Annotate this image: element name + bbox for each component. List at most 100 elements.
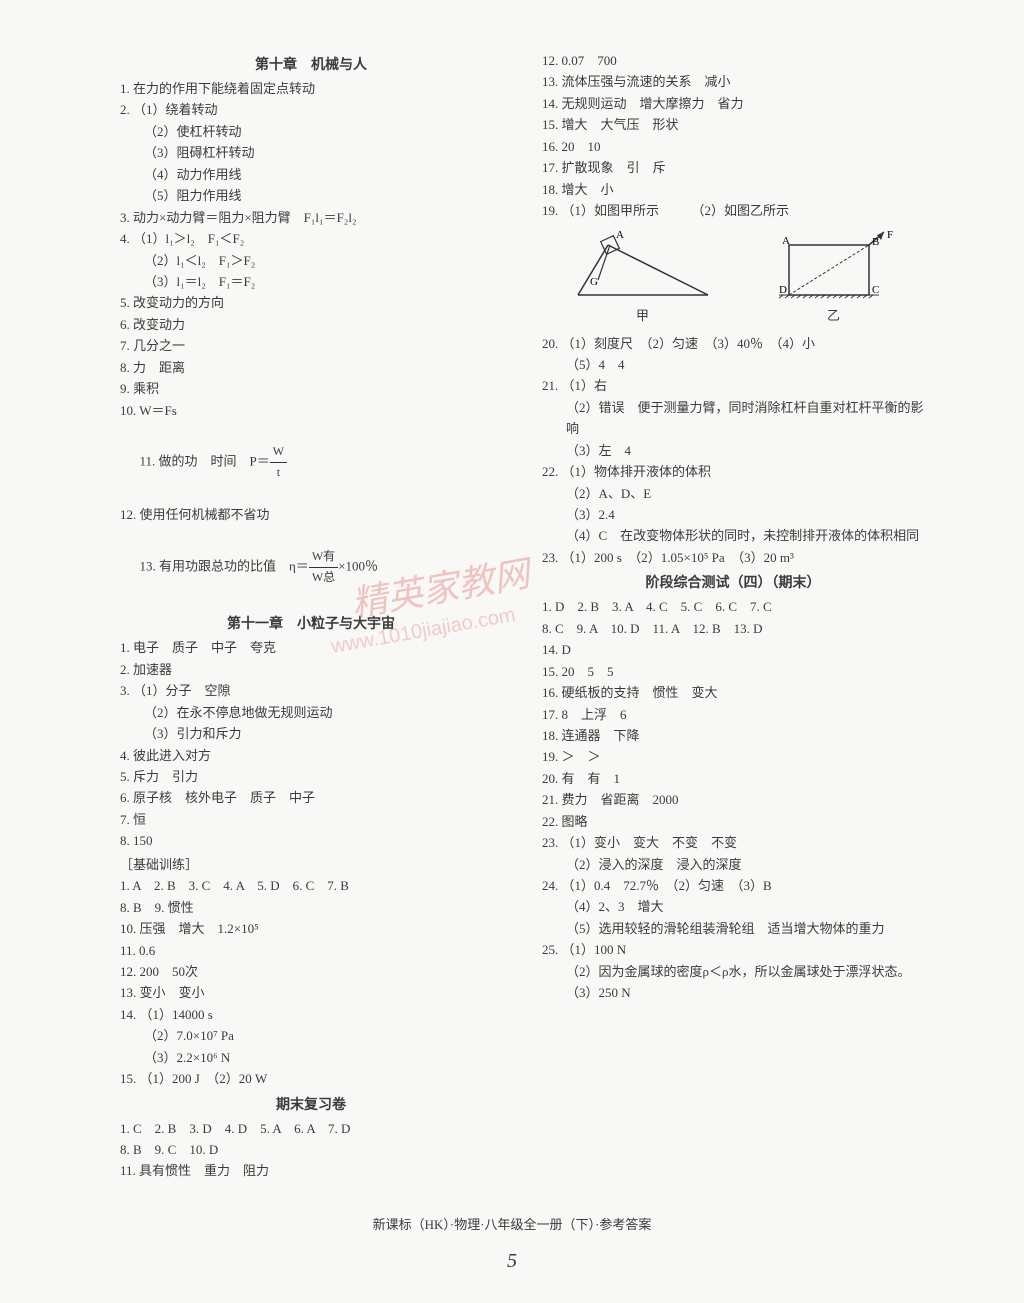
numerator: W (270, 442, 287, 463)
text-line: （2）l₁＜l₂ F₁＞F₂ (120, 250, 502, 271)
label-A: A (616, 230, 624, 241)
page-columns: 第十章 机械与人 1. 在力的作用下能绕着固定点转动 2. （1）绕着转动 （2… (120, 50, 924, 1210)
text-line: 21. （1）右 (542, 375, 924, 396)
text-line: 18. 增大 小 (542, 179, 924, 200)
text-line: 1. 在力的作用下能绕着固定点转动 (120, 78, 502, 99)
text-line: 12. 0.07 700 (542, 50, 924, 71)
text-line: 16. 硬纸板的支持 惯性 变大 (542, 682, 924, 703)
denominator: t (270, 463, 287, 483)
text-line: 4. 彼此进入对方 (120, 745, 502, 766)
text-line: 20. 有 有 1 (542, 768, 924, 789)
text-line: 5. 改变动力的方向 (120, 292, 502, 313)
label-G: G (590, 276, 598, 288)
text-segment: ×100％ (338, 559, 378, 574)
final-review-title: 期末复习卷 (120, 1094, 502, 1114)
fraction: W有W总 (309, 547, 338, 588)
text-line: （5）选用较轻的滑轮组装滑轮组 适当增大物体的重力 (542, 918, 924, 939)
text-line: 12. 200 50次 (120, 961, 502, 982)
text-line: 15. （1）200 J （2）20 W (120, 1068, 502, 1089)
text-line: 3. 动力×动力臂＝阻力×阻力臂 F₁l₁＝F₂l₂ (120, 207, 502, 228)
text-line: （2）浸入的深度 浸入的深度 (542, 854, 924, 875)
text-line: 23. （1）200 s （2）1.05×10⁵ Pa （3）20 m³ (542, 547, 924, 568)
text-line: 19. ＞ ＞ (542, 746, 924, 767)
text-line: 10. W＝Fs (120, 400, 502, 421)
formula-line: 13. 有用功跟总功的比值 η＝W有W总×100％ (120, 526, 502, 609)
text-line: （3）左 4 (542, 440, 924, 461)
text-line: （2）错误 便于测量力臂，同时消除杠杆自重对杠杆平衡的影响 (542, 397, 924, 440)
label-B: B (872, 236, 879, 248)
text-line: 1. A 2. B 3. C 4. A 5. D 6. C 7. B (120, 875, 502, 896)
ch11-title: 第十一章 小粒子与大宇宙 (120, 613, 502, 633)
page-number: 5 (0, 1250, 1024, 1273)
text-line: （2）在永不停息地做无规则运动 (120, 702, 502, 723)
denominator: W总 (309, 568, 338, 588)
text-line: 7. 恒 (120, 809, 502, 830)
text-line: 21. 费力 省距离 2000 (542, 789, 924, 810)
text-line: （2）因为金属球的密度ρ＜ρ水，所以金属球处于漂浮状态。 (542, 961, 924, 982)
text-line: 14. D (542, 639, 924, 660)
text-line: 6. 原子核 核外电子 质子 中子 (120, 787, 502, 808)
text-line: 15. 20 5 5 (542, 661, 924, 682)
label-C: C (872, 284, 879, 296)
text-line: 5. 斥力 引力 (120, 766, 502, 787)
text-line: （3）2.2×10⁶ N (120, 1047, 502, 1068)
label-F: F (887, 230, 893, 241)
diagram-row: A G 甲 A F B D C 乙 (542, 230, 924, 325)
text-line: 16. 20 10 (542, 136, 924, 157)
text-line: （3）阻碍杠杆转动 (120, 142, 502, 163)
text-line: 8. 150 (120, 830, 502, 851)
text-line: 10. 压强 增大 1.2×10⁵ (120, 918, 502, 939)
text-line: 11. 具有惯性 重力 阻力 (120, 1160, 502, 1181)
text-line: 2. 加速器 (120, 659, 502, 680)
text-line: （3）l₁＝l₂ F₁＝F₂ (120, 271, 502, 292)
right-column: 12. 0.07 700 13. 流体压强与流速的关系 减小 14. 无规则运动… (532, 50, 924, 1210)
text-line: 17. 8 上浮 6 (542, 704, 924, 725)
stage-test-title: 阶段综合测试（四）（期末） (542, 572, 924, 592)
text-line: 8. C 9. A 10. D 11. A 12. B 13. D (542, 618, 924, 639)
text-line: 25. （1）100 N (542, 939, 924, 960)
text-line: 15. 增大 大气压 形状 (542, 114, 924, 135)
text-line: 3. （1）分子 空隙 (120, 680, 502, 701)
label-D: D (779, 284, 787, 296)
text-line: 4. （1）l₁＞l₂ F₁＜F₂ (120, 228, 502, 249)
text-line: 22. （1）物体排开液体的体积 (542, 461, 924, 482)
text-line: 23. （1）变小 变大 不变 不变 (542, 832, 924, 853)
text-line: 18. 连通器 下降 (542, 725, 924, 746)
text-line: 11. 0.6 (120, 940, 502, 961)
numerator: W有 (309, 547, 338, 568)
ch10-title: 第十章 机械与人 (120, 54, 502, 74)
text-line: （2）使杠杆转动 (120, 121, 502, 142)
text-segment: 11. 做的功 时间 P＝ (140, 454, 270, 469)
text-line: 13. 流体压强与流速的关系 减小 (542, 71, 924, 92)
text-line: 17. 扩散现象 引 斥 (542, 157, 924, 178)
text-line: 7. 几分之一 (120, 335, 502, 356)
text-segment: 13. 有用功跟总功的比值 η＝ (140, 559, 309, 574)
text-line: 19. （1）如图甲所示 （2）如图乙所示 (542, 200, 924, 221)
text-line: 24. （1）0.4 72.7％ （2）匀速 （3）B (542, 875, 924, 896)
text-line: （4）2、3 增大 (542, 896, 924, 917)
text-line: （5）阻力作用线 (120, 185, 502, 206)
formula-line: 11. 做的功 时间 P＝Wt (120, 421, 502, 504)
text-line: 1. 电子 质子 中子 夸克 (120, 637, 502, 658)
text-line: 9. 乘积 (120, 378, 502, 399)
text-line: 2. （1）绕着转动 (120, 99, 502, 120)
text-line: 12. 使用任何机械都不省功 (120, 504, 502, 525)
page-footer: 新课标（HK）·物理·八年级全一册（下）·参考答案 (0, 1214, 1024, 1233)
text-line: 22. 图略 (542, 811, 924, 832)
diagram-label-jia: 甲 (568, 305, 718, 324)
text-line: 1. D 2. B 3. A 4. C 5. C 6. C 7. C (542, 596, 924, 617)
text-line: 1. C 2. B 3. D 4. D 5. A 6. A 7. D (120, 1118, 502, 1139)
text-line: （4）C 在改变物体形状的同时，未控制排开液体的体积相同 (542, 525, 924, 546)
text-line: 20. （1）刻度尺 （2）匀速 （3）40％ （4）小 (542, 333, 924, 354)
text-line: （3）2.4 (542, 504, 924, 525)
diagram-label-yi: 乙 (769, 305, 899, 324)
text-line: （3）引力和斥力 (120, 723, 502, 744)
text-line: （5）4 4 (542, 354, 924, 375)
text-line: 13. 变小 变小 (120, 982, 502, 1003)
fraction: Wt (270, 442, 287, 483)
text-line: 14. （1）14000 s (120, 1004, 502, 1025)
text-line: 8. B 9. C 10. D (120, 1139, 502, 1160)
text-line: 8. 力 距离 (120, 357, 502, 378)
text-line: 14. 无规则运动 增大摩擦力 省力 (542, 93, 924, 114)
text-line: （2）A、D、E (542, 483, 924, 504)
